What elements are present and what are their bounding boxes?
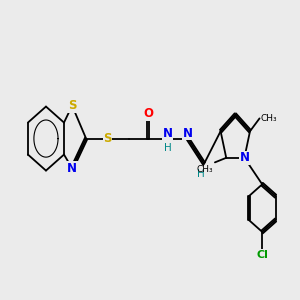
Text: H: H	[164, 143, 171, 153]
Text: CH₃: CH₃	[197, 165, 213, 174]
Text: N: N	[239, 151, 249, 164]
Text: S: S	[103, 132, 112, 145]
Text: N: N	[67, 162, 77, 175]
Text: CH₃: CH₃	[261, 114, 278, 123]
Text: H: H	[197, 169, 204, 179]
Text: N: N	[183, 127, 193, 140]
Text: S: S	[68, 99, 76, 112]
Text: O: O	[143, 107, 153, 120]
Text: N: N	[163, 127, 172, 140]
Text: Cl: Cl	[256, 250, 268, 260]
